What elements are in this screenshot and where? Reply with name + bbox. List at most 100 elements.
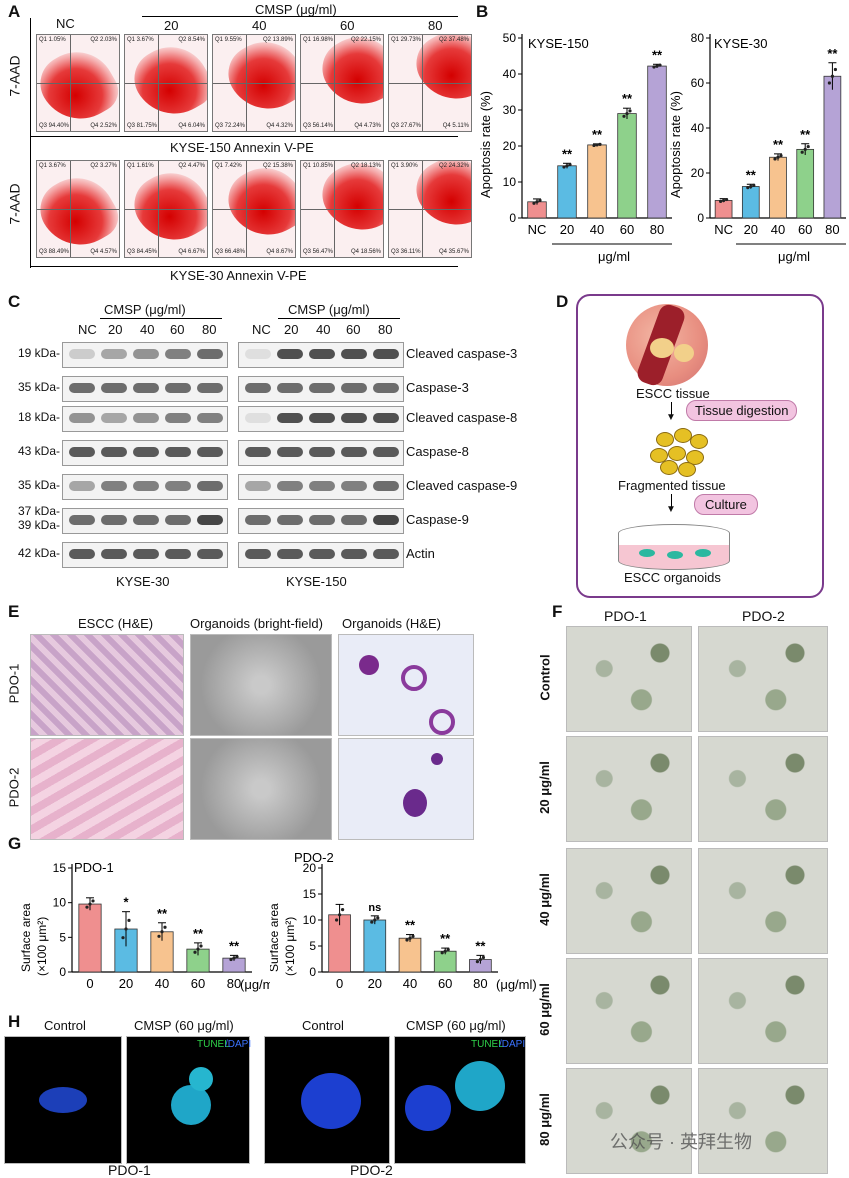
bar — [741, 186, 760, 219]
data-point — [475, 960, 479, 964]
y-tick-label: 40 — [503, 67, 517, 81]
panel-f-row-label: 20 μg/ml — [536, 761, 552, 814]
blot-band — [341, 481, 367, 491]
blot-band — [277, 383, 303, 393]
blot-band — [309, 413, 335, 423]
workflow-tissue: ESCC tissue — [636, 386, 710, 401]
protein-label: Caspase-9 — [406, 512, 469, 527]
quadrant-value: Q4 4.57% — [90, 249, 117, 255]
data-point — [376, 916, 380, 920]
fragmented-tissue-icon — [650, 428, 708, 477]
tunel-label-2: TUNEL — [471, 1039, 504, 1050]
data-point — [565, 164, 569, 168]
wb-header-right: CMSP (μg/ml) — [288, 302, 370, 317]
bar — [587, 144, 607, 219]
kda-label: 39 kDa- — [17, 518, 60, 532]
flow-cloud — [406, 161, 471, 240]
quadrant-value: Q4 8.67% — [266, 249, 293, 255]
blot-strip — [238, 440, 404, 466]
quadrant-value: Q2 37.48% — [438, 37, 469, 43]
x-tick-label: 60 — [620, 222, 634, 237]
bar — [647, 65, 667, 219]
kda-label: 35 kDa- — [17, 380, 60, 394]
blot-band — [197, 413, 223, 423]
blot-band — [133, 481, 159, 491]
blot-band — [133, 413, 159, 423]
flow-plot: Q1 1.61% Q2 4.47% Q3 84.45% Q4 6.67% — [124, 160, 208, 258]
quadrant-value: Q2 22.15% — [350, 37, 381, 43]
blot-band — [69, 447, 95, 457]
chart-pdo2: 0 5 10 15 20 0 ns 20 ** 40 ** 60 ** 80 PDO-2 Surface ar… — [270, 850, 537, 992]
blot-band — [69, 549, 95, 559]
blot-band — [373, 447, 399, 457]
quadrant-value: Q4 4.73% — [354, 123, 381, 129]
x-tick-label: NC — [714, 222, 733, 237]
blot-strip — [62, 508, 228, 534]
x-tick-label: 80 — [227, 976, 241, 991]
data-point — [163, 925, 167, 929]
quadrant-value: Q1 10.85% — [303, 163, 334, 169]
data-point — [658, 63, 662, 67]
data-point — [127, 918, 131, 922]
arrow-2-head: ▼ — [666, 504, 676, 515]
panel-h-label: H — [8, 1012, 21, 1031]
blot-strip — [238, 508, 404, 534]
quadrant-value: Q1 1.61% — [127, 163, 154, 169]
lane-label: 60 — [346, 322, 361, 337]
workflow-digestion: Tissue digestion — [686, 400, 798, 421]
significance: ** — [592, 127, 603, 142]
data-point — [538, 198, 542, 202]
tunel-label-1: TUNEL — [197, 1039, 230, 1050]
y-tick-label: 50 — [503, 31, 517, 45]
quadrant-v — [69, 161, 71, 257]
blot-band — [197, 549, 223, 559]
panel-a-yaxis-2: 7-AAD — [6, 183, 23, 225]
kda-label: 43 kDa- — [17, 444, 60, 458]
flow-cloud — [406, 35, 471, 114]
significance: ** — [157, 906, 168, 921]
flow-cloud — [218, 35, 295, 124]
quadrant-v — [421, 35, 423, 131]
blot-band — [245, 481, 271, 491]
tunel-pdo2-control — [264, 1036, 390, 1164]
x-tick-label: 20 — [560, 222, 574, 237]
blot-band — [341, 549, 367, 559]
panel-f-label: F — [552, 602, 563, 621]
x-tick-label: 80 — [825, 222, 839, 237]
organoid-image — [566, 1068, 692, 1174]
data-point — [478, 957, 482, 962]
blot-band — [133, 447, 159, 457]
blot-band — [165, 413, 191, 423]
wb-header-line-right — [278, 318, 400, 319]
tissue-icon — [626, 302, 708, 388]
lane-label: 80 — [202, 322, 217, 337]
y-tick-label: 10 — [53, 896, 67, 910]
bar — [769, 156, 787, 219]
panel-a-header: CMSP (μg/ml) — [255, 2, 337, 17]
significance: ** — [405, 918, 416, 933]
blot-strip — [238, 542, 404, 568]
flow-cloud — [37, 164, 119, 257]
blot-band — [341, 447, 367, 457]
data-point — [405, 938, 409, 942]
data-point — [833, 67, 837, 72]
blot-band — [245, 447, 271, 457]
x-tick-label: 80 — [473, 976, 487, 991]
conc-label: 20 — [164, 18, 179, 33]
quadrant-h — [389, 209, 471, 210]
y-tick-label: 15 — [53, 861, 67, 875]
chart-title: PDO-1 — [74, 860, 114, 875]
significance: ** — [800, 127, 811, 142]
data-point — [193, 950, 197, 954]
fragment-cell — [660, 460, 678, 475]
quadrant-value: Q4 2.52% — [90, 123, 117, 129]
blot-strip — [62, 542, 228, 568]
panel-f-row-label: 80 μg/ml — [536, 1093, 552, 1146]
blot-band — [341, 349, 367, 359]
data-point — [235, 955, 239, 959]
panel-d-label: D — [556, 292, 569, 311]
protein-label: Caspase-8 — [406, 444, 469, 459]
y-axis-label: Apoptosis rate (%) — [668, 91, 683, 198]
lane-label: 20 — [108, 322, 123, 337]
flow-plot: Q1 7.42% Q2 15.38% Q3 66.48% Q4 8.67% — [212, 160, 296, 258]
